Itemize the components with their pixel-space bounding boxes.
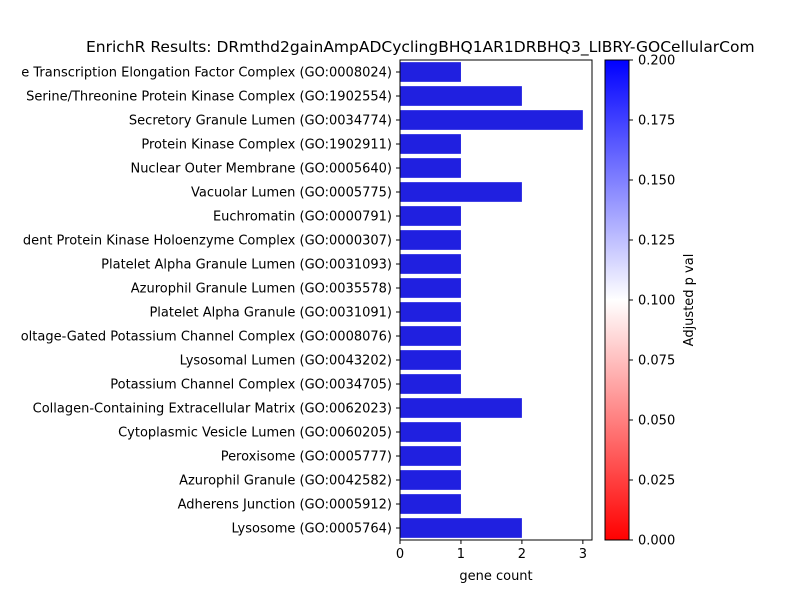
y-tick-label: Potassium Channel Complex (GO:0034705) bbox=[110, 378, 392, 393]
colorbar-tick-label: 0.025 bbox=[638, 474, 675, 489]
bar bbox=[400, 134, 461, 154]
y-tick-label: Vacuolar Lumen (GO:0005775) bbox=[191, 186, 392, 201]
y-tick-label: Euchromatin (GO:0000791) bbox=[213, 210, 392, 225]
colorbar-label: Adjusted p val bbox=[682, 254, 697, 347]
colorbar-tick-label: 0.150 bbox=[638, 174, 675, 189]
y-tick-label: Peroxisome (GO:0005777) bbox=[221, 450, 392, 465]
y-tick-label: Cytoplasmic Vesicle Lumen (GO:0060205) bbox=[118, 426, 392, 441]
bars-group bbox=[400, 62, 583, 538]
plot-frame bbox=[399, 59, 593, 541]
bar bbox=[400, 470, 461, 490]
bar bbox=[400, 302, 461, 322]
colorbar-tick-label: 0.125 bbox=[638, 234, 675, 249]
y-tick-label: Azurophil Granule (GO:0042582) bbox=[179, 474, 392, 489]
y-tick-label: Serine/Threonine Protein Kinase Complex … bbox=[26, 90, 392, 105]
colorbar-ticks: 0.000 0.025 0.050 0.075 0.100 0.125 0.150 0.175… bbox=[629, 54, 675, 549]
x-axis-label: gene count bbox=[459, 569, 532, 584]
y-tick-label: Lysosome (GO:0005764) bbox=[232, 522, 393, 537]
bar bbox=[400, 518, 522, 538]
y-tick-label: e Transcription Elongation Factor Comple… bbox=[21, 66, 392, 81]
bar bbox=[400, 62, 461, 82]
x-tick-label: 3 bbox=[579, 547, 587, 562]
y-tick-label: Collagen-Containing Extracellular Matrix… bbox=[33, 402, 392, 417]
bar bbox=[400, 278, 461, 298]
colorbar-tick-label: 0.100 bbox=[638, 294, 675, 309]
colorbar-tick-label: 0.200 bbox=[638, 54, 675, 69]
y-tick-label: Azurophil Granule Lumen (GO:0035578) bbox=[131, 282, 392, 297]
y-tick-label: Nuclear Outer Membrane (GO:0005640) bbox=[130, 162, 392, 177]
y-tick-label: oltage-Gated Potassium Channel Complex (… bbox=[21, 330, 392, 345]
bar bbox=[400, 374, 461, 394]
y-tick-labels: e Transcription Elongation Factor Comple… bbox=[21, 66, 400, 537]
y-tick-label: dent Protein Kinase Holoenzyme Complex (… bbox=[23, 234, 392, 249]
x-ticks: 0 1 2 3 bbox=[396, 540, 587, 562]
colorbar-tick-label: 0.050 bbox=[638, 414, 675, 429]
y-tick-label: Protein Kinase Complex (GO:1902911) bbox=[141, 138, 392, 153]
chart-title: EnrichR Results: DRmthd2gainAmpADCycling… bbox=[86, 38, 755, 57]
bar bbox=[400, 230, 461, 250]
x-tick-label: 1 bbox=[457, 547, 465, 562]
bar bbox=[400, 158, 461, 178]
bar bbox=[400, 494, 461, 514]
colorbar-tick-label: 0.175 bbox=[638, 114, 675, 129]
colorbar-tick-label: 0.075 bbox=[638, 354, 675, 369]
x-tick-label: 2 bbox=[518, 547, 526, 562]
bar bbox=[400, 206, 461, 226]
y-tick-label: Platelet Alpha Granule (GO:0031091) bbox=[149, 306, 392, 321]
bar bbox=[400, 398, 522, 418]
x-tick-label: 0 bbox=[396, 547, 404, 562]
bar bbox=[400, 326, 461, 346]
y-tick-label: Lysosomal Lumen (GO:0043202) bbox=[180, 354, 392, 369]
y-tick-label: Platelet Alpha Granule Lumen (GO:0031093… bbox=[101, 258, 392, 273]
y-tick-label: Secretory Granule Lumen (GO:0034774) bbox=[129, 114, 392, 129]
colorbar-tick-label: 0.000 bbox=[638, 534, 675, 549]
bar bbox=[400, 350, 461, 370]
bar bbox=[400, 110, 583, 130]
bar bbox=[400, 446, 461, 466]
bar bbox=[400, 86, 522, 106]
colorbar bbox=[604, 59, 630, 541]
bar bbox=[400, 422, 461, 442]
bar bbox=[400, 254, 461, 274]
bar bbox=[400, 182, 522, 202]
y-tick-label: Adherens Junction (GO:0005912) bbox=[178, 498, 392, 513]
